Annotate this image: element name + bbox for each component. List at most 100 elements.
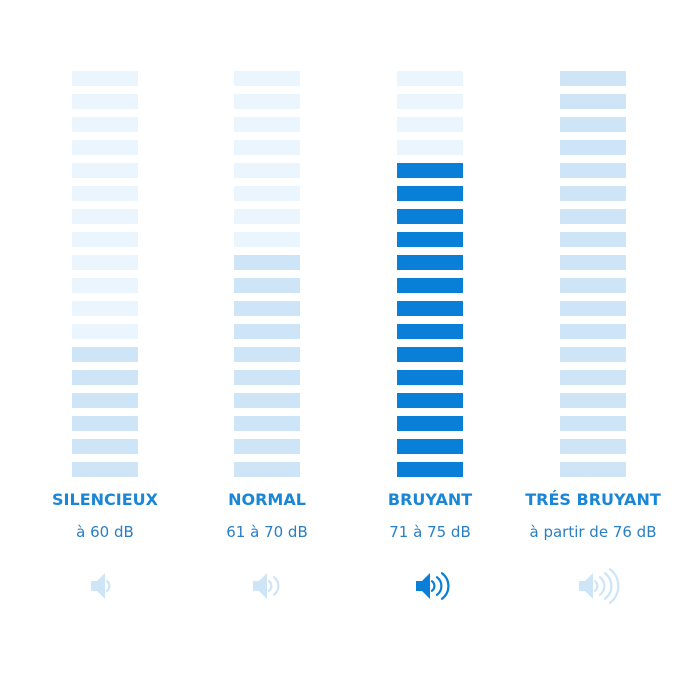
bar-filled (560, 117, 626, 132)
bar-filled (560, 140, 626, 155)
bar-empty (234, 140, 300, 155)
level-column (234, 71, 300, 477)
bar-empty (72, 278, 138, 293)
bar-filled (397, 255, 463, 270)
bar-filled (234, 439, 300, 454)
column-range: à partir de 76 dB (529, 523, 656, 541)
speaker-icon (579, 568, 620, 604)
bar-empty (234, 209, 300, 224)
bar-filled (560, 232, 626, 247)
bar-filled (397, 370, 463, 385)
bar-filled (397, 278, 463, 293)
bar-filled (397, 186, 463, 201)
bar-filled (560, 255, 626, 270)
bar-filled (234, 393, 300, 408)
level-column (397, 71, 463, 477)
column-range: 61 à 70 dB (226, 523, 307, 541)
bar-empty (72, 255, 138, 270)
sound-wave (608, 568, 620, 604)
bar-filled (72, 462, 138, 477)
bar-filled (560, 324, 626, 339)
sound-wave (272, 576, 280, 596)
bar-filled (560, 278, 626, 293)
bar-empty (397, 71, 463, 86)
bar-empty (72, 209, 138, 224)
speaker-body (253, 573, 267, 599)
bar-empty (234, 71, 300, 86)
bar-filled (560, 209, 626, 224)
bar-filled (72, 393, 138, 408)
sound-wave (435, 576, 443, 596)
speaker-body (91, 573, 105, 599)
speaker-icon (253, 573, 280, 599)
bar-filled (234, 416, 300, 431)
bar-filled (560, 71, 626, 86)
sound-wave (593, 580, 599, 592)
speaker-body (416, 573, 430, 599)
bar-filled (397, 439, 463, 454)
bar-filled (560, 416, 626, 431)
bar-filled (234, 462, 300, 477)
speaker-body (579, 573, 593, 599)
bar-filled (397, 232, 463, 247)
bar-empty (72, 140, 138, 155)
bar-filled (234, 324, 300, 339)
bar-empty (72, 232, 138, 247)
bar-filled (397, 347, 463, 362)
bar-empty (234, 163, 300, 178)
column-range: à 60 dB (76, 523, 134, 541)
level-column (560, 71, 626, 477)
sound-wave (440, 572, 450, 600)
sound-wave (267, 580, 273, 592)
bar-empty (397, 140, 463, 155)
bar-empty (72, 163, 138, 178)
bar-empty (72, 186, 138, 201)
sound-wave (598, 576, 606, 596)
column-title: SILENCIEUX (52, 490, 159, 509)
bar-filled (72, 416, 138, 431)
bar-filled (234, 278, 300, 293)
bar-empty (397, 94, 463, 109)
bar-filled (72, 347, 138, 362)
column-title: NORMAL (228, 490, 306, 509)
speaker-icon (91, 573, 111, 599)
bar-empty (72, 94, 138, 109)
bar-empty (72, 117, 138, 132)
bar-filled (560, 186, 626, 201)
sound-wave (603, 572, 613, 600)
bar-empty (72, 324, 138, 339)
bar-filled (234, 301, 300, 316)
bar-filled (234, 347, 300, 362)
bar-filled (560, 301, 626, 316)
sound-wave (430, 580, 436, 592)
bar-filled (234, 370, 300, 385)
column-title: BRUYANT (388, 490, 472, 509)
bar-filled (397, 416, 463, 431)
bar-filled (397, 462, 463, 477)
bar-empty (397, 117, 463, 132)
sound-wave (105, 580, 111, 592)
bar-filled (397, 209, 463, 224)
bar-filled (560, 163, 626, 178)
level-column (72, 71, 138, 477)
bar-empty (72, 301, 138, 316)
bar-empty (234, 186, 300, 201)
bar-filled (397, 301, 463, 316)
bar-empty (72, 71, 138, 86)
bar-filled (234, 255, 300, 270)
bar-filled (397, 324, 463, 339)
bar-empty (234, 94, 300, 109)
bar-filled (560, 393, 626, 408)
bar-empty (234, 232, 300, 247)
bar-filled (397, 163, 463, 178)
bar-filled (560, 439, 626, 454)
bar-filled (397, 393, 463, 408)
speaker-icon (416, 572, 450, 600)
column-range: 71 à 75 dB (389, 523, 470, 541)
bar-filled (560, 347, 626, 362)
bar-empty (234, 117, 300, 132)
bar-filled (560, 94, 626, 109)
column-title: TRÉS BRUYANT (525, 490, 661, 509)
bar-filled (560, 462, 626, 477)
